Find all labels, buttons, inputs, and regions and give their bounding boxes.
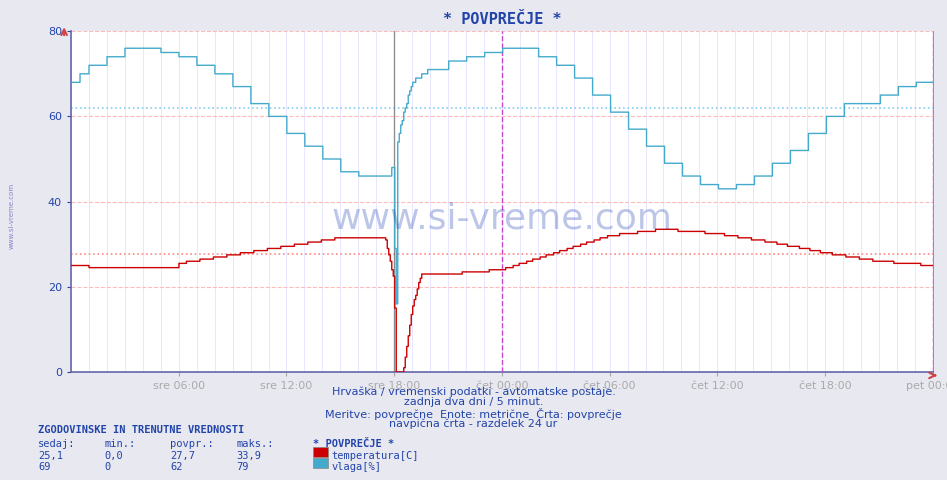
Text: 62: 62 (170, 462, 183, 472)
Text: temperatura[C]: temperatura[C] (331, 451, 419, 461)
Text: 0: 0 (104, 462, 111, 472)
Text: 0,0: 0,0 (104, 451, 123, 461)
Text: vlaga[%]: vlaga[%] (331, 462, 382, 472)
Text: min.:: min.: (104, 439, 135, 449)
Title: * POVPREČJE *: * POVPREČJE * (442, 12, 562, 27)
Text: 27,7: 27,7 (170, 451, 195, 461)
Text: 33,9: 33,9 (237, 451, 261, 461)
Text: povpr.:: povpr.: (170, 439, 214, 449)
Text: sedaj:: sedaj: (38, 439, 76, 449)
Text: ZGODOVINSKE IN TRENUTNE VREDNOSTI: ZGODOVINSKE IN TRENUTNE VREDNOSTI (38, 425, 244, 435)
Text: 69: 69 (38, 462, 50, 472)
Text: navpična črta - razdelek 24 ur: navpična črta - razdelek 24 ur (389, 418, 558, 429)
Text: www.si-vreme.com: www.si-vreme.com (9, 183, 14, 249)
Text: zadnja dva dni / 5 minut.: zadnja dva dni / 5 minut. (403, 397, 544, 407)
Text: Hrvaška / vremenski podatki - avtomatske postaje.: Hrvaška / vremenski podatki - avtomatske… (331, 386, 616, 397)
Text: maks.:: maks.: (237, 439, 275, 449)
Text: 25,1: 25,1 (38, 451, 63, 461)
Text: 79: 79 (237, 462, 249, 472)
Text: www.si-vreme.com: www.si-vreme.com (331, 202, 672, 236)
Text: Meritve: povprečne  Enote: metrične  Črta: povprečje: Meritve: povprečne Enote: metrične Črta:… (325, 408, 622, 420)
Text: * POVPREČJE *: * POVPREČJE * (313, 439, 394, 449)
